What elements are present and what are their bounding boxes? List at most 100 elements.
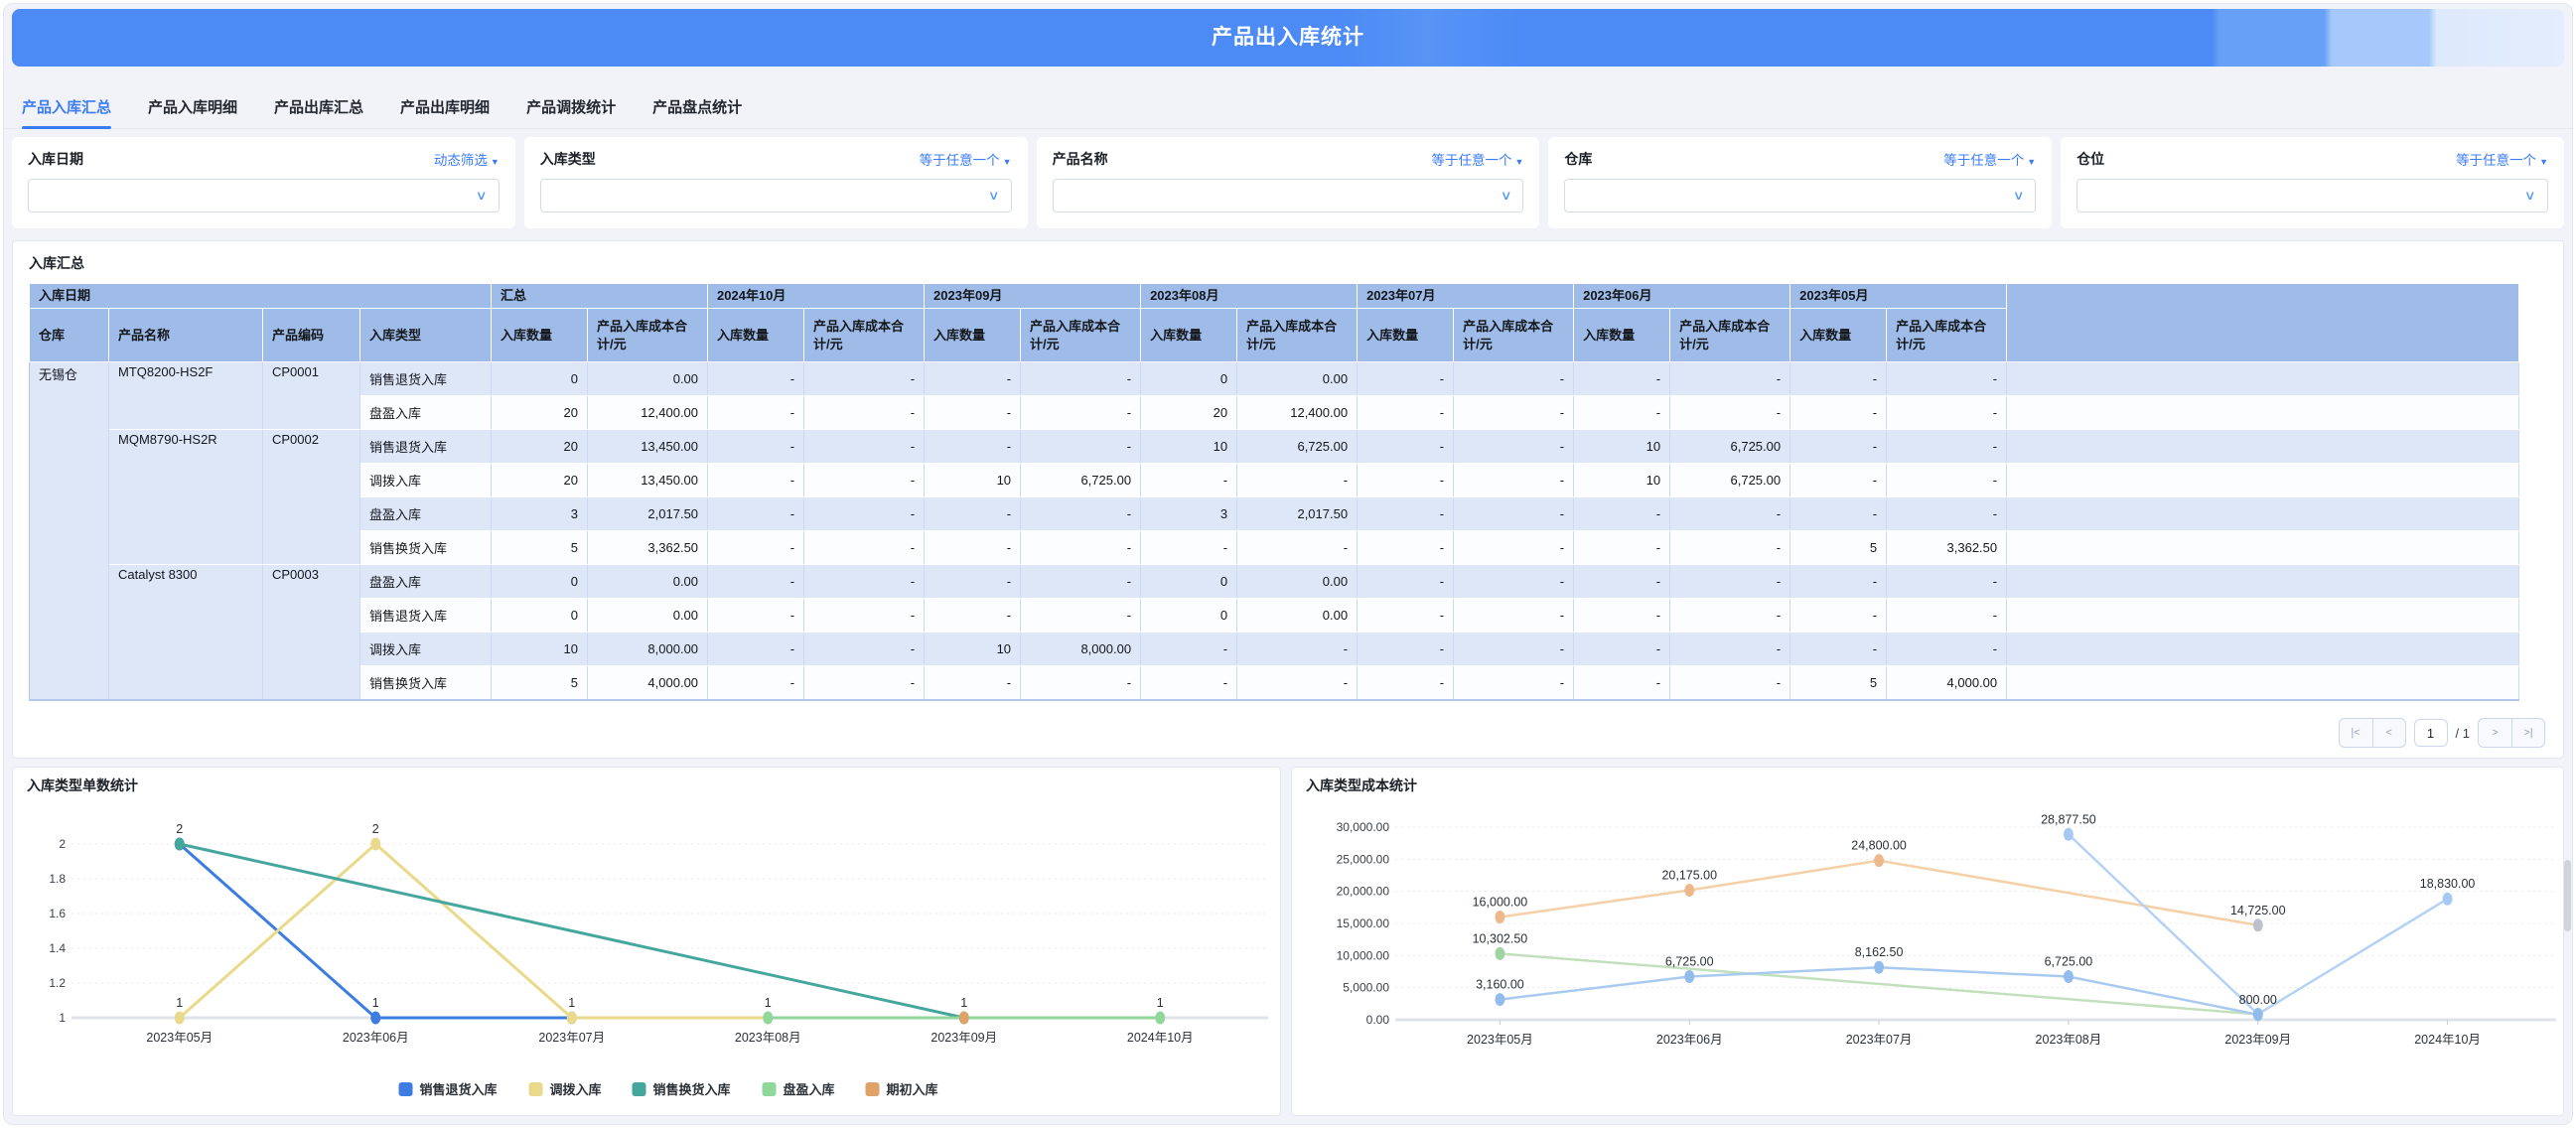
value-cell: - — [1789, 429, 1888, 464]
value-cell: - — [1573, 361, 1671, 396]
y-tick-label: 20,000.00 — [1337, 885, 1390, 899]
value-cell: - — [924, 665, 1022, 700]
page-number-input[interactable] — [2413, 719, 2448, 747]
data-label: 1 — [765, 996, 772, 1010]
data-label: 6,725.00 — [2045, 955, 2093, 969]
value-cell: 0 — [1140, 564, 1238, 599]
tab-3[interactable]: 产品出库明细 — [400, 99, 491, 116]
value-cell: - — [1669, 530, 1791, 565]
x-tick-label: 2023年05月 — [1467, 1033, 1533, 1047]
y-tick-label: 1.6 — [49, 907, 66, 920]
metric-column-header: 入库数量 — [924, 308, 1022, 362]
tab-0[interactable]: 产品入库汇总 — [22, 85, 112, 129]
inbound-type-cell: 盘盈入库 — [359, 395, 493, 430]
data-point-marker — [1874, 960, 1885, 974]
filter-select[interactable]: ∨ — [28, 179, 500, 212]
value-cell: - — [1886, 598, 2008, 633]
data-label: 800.00 — [2239, 993, 2277, 1007]
cost-chart-card: 入库类型成本统计 0.00 5,000.00 10,000.00 15,000.00 2… — [1291, 767, 2564, 1116]
value-cell: - — [1357, 361, 1455, 396]
order-count-chart-card: 入库类型单数统计 1 1.2 1.4 1.6 1.8 2 2023年05月 2023年06月 2… — [12, 767, 1281, 1116]
value-cell: - — [1453, 665, 1575, 700]
value-cell: - — [924, 598, 1022, 633]
month-group-header: 2023年05月 — [1789, 283, 2008, 309]
y-tick-label: 1.2 — [49, 976, 66, 990]
data-point-marker — [763, 1011, 774, 1025]
table-section-title: 入库汇总 — [29, 255, 84, 271]
value-cell: - — [803, 598, 926, 633]
value-cell: - — [1357, 632, 1455, 666]
filter-operator-button[interactable]: 动态筛选 ▼ — [433, 153, 500, 168]
filter-operator-button[interactable]: 等于任意一个 ▼ — [2456, 153, 2548, 168]
value-cell: 12,400.00 — [1236, 395, 1359, 430]
filler-cell — [2006, 530, 2519, 565]
filter-select[interactable]: ∨ — [1052, 179, 1524, 212]
value-cell: 6,725.00 — [1020, 463, 1142, 497]
value-cell: 10 — [924, 463, 1022, 497]
product-name-cell: MQM8790-HS2R — [108, 429, 263, 565]
value-cell: - — [1357, 463, 1455, 497]
legend-swatch — [865, 1082, 880, 1096]
month-group-header: 2023年09月 — [924, 283, 1142, 309]
legend-item[interactable]: 销售退货入库 — [398, 1082, 498, 1097]
metric-column-header: 入库数量 — [491, 308, 589, 362]
tab-4[interactable]: 产品调拨统计 — [526, 99, 617, 116]
filter-operator-button[interactable]: 等于任意一个 ▼ — [1943, 153, 2037, 168]
inbound-type-cell: 销售换货入库 — [359, 530, 493, 565]
metric-column-header: 产品入库成本合计/元 — [803, 308, 926, 362]
chevron-down-icon: ∨ — [476, 188, 488, 203]
filter-select[interactable]: ∨ — [2076, 179, 2548, 212]
warehouse-cell: 无锡仓 — [29, 361, 109, 700]
last-page-button[interactable]: >| — [2511, 719, 2544, 747]
inbound-type-cell: 销售退货入库 — [359, 361, 493, 396]
y-tick-label: 5,000.00 — [1343, 981, 1389, 995]
order-count-chart-title: 入库类型单数统计 — [27, 777, 138, 793]
table-row: 销售换货入库 5 4,000.00- - - - - - - - - -5 4,000.00 — [30, 665, 2519, 700]
value-cell: - — [1789, 361, 1888, 396]
legend-item[interactable]: 销售换货入库 — [632, 1082, 731, 1097]
first-page-button[interactable]: |< — [2340, 719, 2372, 747]
tab-5[interactable]: 产品盘点统计 — [652, 99, 743, 116]
value-cell: - — [1357, 429, 1455, 464]
filter-operator-button[interactable]: 等于任意一个 ▼ — [919, 153, 1012, 168]
value-cell: - — [707, 463, 805, 497]
prev-page-button[interactable]: < — [2371, 719, 2405, 747]
value-cell: - — [1236, 665, 1359, 700]
value-cell: - — [707, 496, 805, 531]
value-cell: 10 — [924, 632, 1022, 666]
data-label: 18,830.00 — [2420, 877, 2476, 891]
product-name-cell: Catalyst 8300 — [108, 564, 263, 700]
filter-operator-button[interactable]: 等于任意一个 ▼ — [1431, 153, 1524, 168]
legend-item[interactable]: 调拨入库 — [528, 1082, 602, 1097]
data-label: 28,877.50 — [2041, 812, 2096, 826]
value-cell: 13,450.00 — [587, 463, 709, 497]
legend-item[interactable]: 期初入库 — [865, 1082, 938, 1097]
tab-1[interactable]: 产品入库明细 — [148, 99, 238, 116]
legend-item[interactable]: 盘盈入库 — [762, 1082, 835, 1097]
value-cell: - — [1886, 496, 2008, 531]
vertical-scrollbar-thumb[interactable] — [2564, 860, 2571, 931]
series-line — [1499, 859, 2259, 927]
tab-2[interactable]: 产品出库汇总 — [274, 99, 364, 116]
data-point-marker — [2252, 1008, 2263, 1022]
tab-bar: 产品入库汇总 产品入库明细 产品出库汇总 产品出库明细 产品调拨统计 产品盘点统计 — [4, 85, 2572, 129]
y-tick-label: 25,000.00 — [1337, 852, 1390, 866]
y-tick-label: 30,000.00 — [1337, 820, 1390, 834]
value-cell: - — [924, 530, 1022, 565]
value-cell: - — [1573, 564, 1671, 599]
legend-swatch — [762, 1082, 777, 1096]
next-page-button[interactable]: > — [2479, 719, 2511, 747]
filter-select[interactable]: ∨ — [539, 179, 1012, 212]
data-label: 1 — [960, 996, 967, 1010]
value-cell: - — [803, 564, 926, 599]
filler-cell — [2006, 496, 2519, 531]
data-label: 24,800.00 — [1851, 839, 1907, 853]
value-cell: - — [707, 530, 805, 565]
filter-select[interactable]: ∨ — [1564, 179, 2037, 212]
filter-panel: 入库日期 动态筛选 ▼ ∨ 入库类型 等于任意一个 ▼ ∨ 产品名称 等于任意一个 ▼ ∨ 仓库 等于任意… — [12, 137, 2564, 228]
pagination-back-group: |< < — [2338, 718, 2406, 748]
value-cell: - — [803, 395, 926, 430]
filler-cell — [2006, 429, 2519, 464]
value-cell: - — [803, 361, 926, 396]
value-cell: - — [1573, 395, 1671, 430]
